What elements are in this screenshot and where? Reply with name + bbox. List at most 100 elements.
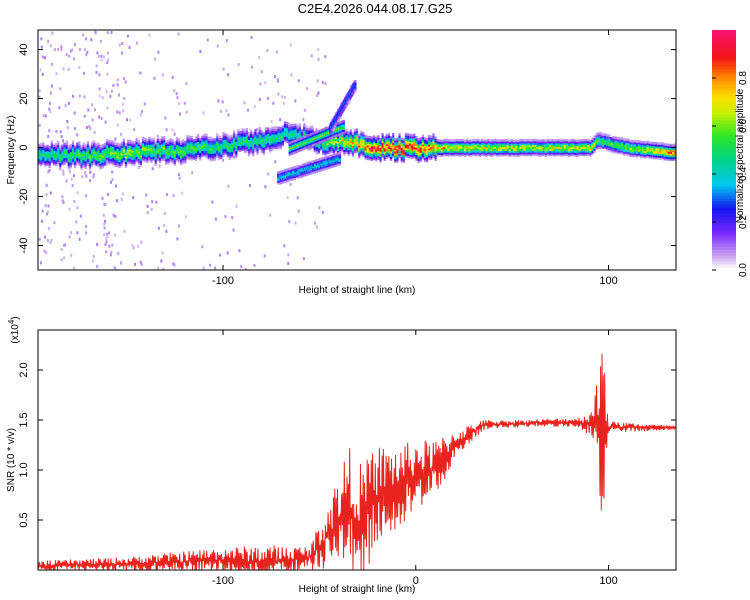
spectrogram-cell <box>434 158 437 161</box>
noise-speckle <box>109 94 112 98</box>
spectrogram-cell <box>385 154 388 157</box>
spectrogram-cell <box>112 142 115 146</box>
spectrogram-cell <box>655 153 658 156</box>
noise-speckle <box>143 102 146 106</box>
spectrogram-cell <box>489 154 492 157</box>
spectrogram-cell <box>523 153 526 157</box>
spectrogram-cell <box>101 165 104 169</box>
noise-speckle <box>217 99 220 103</box>
spectrogram-cell <box>500 146 503 150</box>
spectrogram-cell <box>112 155 115 158</box>
spectrogram-cell <box>146 151 149 154</box>
spectrogram-cell <box>479 152 482 156</box>
spectrogram-cell <box>133 161 136 164</box>
spectrogram-cell <box>400 139 403 143</box>
spectrogram-cell <box>95 150 98 154</box>
spectrogram-cell <box>618 142 622 146</box>
spectrogram-cell <box>209 136 212 140</box>
spectrogram-cell <box>245 133 248 137</box>
spectrogram-cell <box>353 147 357 150</box>
spectrogram-cell <box>76 151 79 155</box>
spectrogram-cell <box>243 139 246 143</box>
spectrogram-cell <box>366 150 369 153</box>
spectrogram-cell <box>305 133 308 136</box>
spectrogram-cell <box>207 136 210 140</box>
spectrogram-cell <box>612 148 615 152</box>
noise-speckle <box>136 41 139 45</box>
spectrogram-cell <box>124 152 128 155</box>
spectrogram-cell <box>432 137 435 140</box>
spectrogram-cell <box>504 144 507 148</box>
spectrogram-cell <box>387 151 390 155</box>
spectrogram-cell <box>133 152 136 155</box>
spectrogram-cell <box>625 151 628 154</box>
spectrogram-cell <box>194 149 198 152</box>
spectrogram-cell <box>326 140 329 144</box>
spectrogram-cell <box>661 151 664 154</box>
noise-speckle <box>75 220 78 224</box>
spectrogram-cell <box>445 144 448 147</box>
spectrogram-cell <box>529 142 533 146</box>
noise-speckle <box>161 251 164 255</box>
spectrogram-cell <box>576 146 579 150</box>
spectrogram-cell <box>135 158 138 161</box>
spectrogram-cell <box>328 151 331 155</box>
spectrogram-cell <box>411 152 414 156</box>
spectrogram-cell <box>610 142 613 146</box>
spectrogram-cell <box>570 144 573 148</box>
spectrogram-cell <box>623 143 626 147</box>
spectrogram-cell <box>370 151 374 154</box>
spectrogram-cell <box>112 144 115 147</box>
spectrogram-cell <box>650 147 653 150</box>
spectrogram-cell <box>38 160 41 163</box>
spectrogram-cell <box>349 144 352 147</box>
noise-speckle <box>232 228 235 232</box>
spectrogram-cell <box>190 152 193 155</box>
spectrogram-cell <box>394 143 397 147</box>
spectrogram-cell <box>281 136 284 140</box>
spectrogram-cell <box>65 140 68 144</box>
spectrogram-cell <box>379 154 382 158</box>
spectrogram-cell <box>245 128 248 131</box>
spectrogram-cell <box>423 144 427 148</box>
spectrogram-cell <box>642 153 645 157</box>
spectrogram-cell <box>614 150 617 154</box>
spectrogram-cell <box>44 162 47 165</box>
spectrogram-cell <box>283 136 287 139</box>
spectrogram-cell <box>74 162 77 165</box>
spectrogram-cell <box>38 154 41 158</box>
noise-speckle <box>164 116 167 120</box>
spectrogram-cell <box>387 144 390 148</box>
spectrogram-cell <box>241 148 244 151</box>
spectrogram-cell <box>169 152 172 156</box>
spectrogram-cell <box>256 152 259 155</box>
spectrogram-cell <box>663 143 666 146</box>
spectrogram-cell <box>199 137 202 141</box>
spectrogram-cell <box>243 143 246 146</box>
spectrogram-cell <box>226 141 229 145</box>
spectrogram-cell <box>606 146 609 150</box>
spectrogram-cell <box>334 142 337 145</box>
noise-speckle <box>249 184 251 187</box>
noise-speckle <box>287 253 290 257</box>
spectrogram-cell <box>504 141 507 144</box>
spectrogram-cell <box>614 136 617 139</box>
spectrogram-cell <box>472 146 475 149</box>
spectrogram-cell <box>457 148 460 151</box>
spectrogram-cell <box>118 143 121 146</box>
spectrogram-cell <box>91 147 94 151</box>
spectrogram-cell <box>351 145 354 148</box>
spectrogram-cell <box>334 138 337 142</box>
spectrogram-cell <box>237 140 240 143</box>
spectrogram-cell <box>347 131 350 134</box>
spectrogram-cell <box>330 148 333 152</box>
spectrogram-cell <box>133 143 136 146</box>
spectrogram-cell <box>233 150 236 154</box>
spectrogram-cell <box>76 158 79 162</box>
spectrogram-cell <box>146 142 149 145</box>
noise-speckle <box>150 208 153 211</box>
spectrogram-cell <box>474 144 477 148</box>
spectrogram-cell <box>587 153 590 156</box>
spectrogram-cell <box>574 141 577 144</box>
spectrogram-cell <box>470 141 473 144</box>
